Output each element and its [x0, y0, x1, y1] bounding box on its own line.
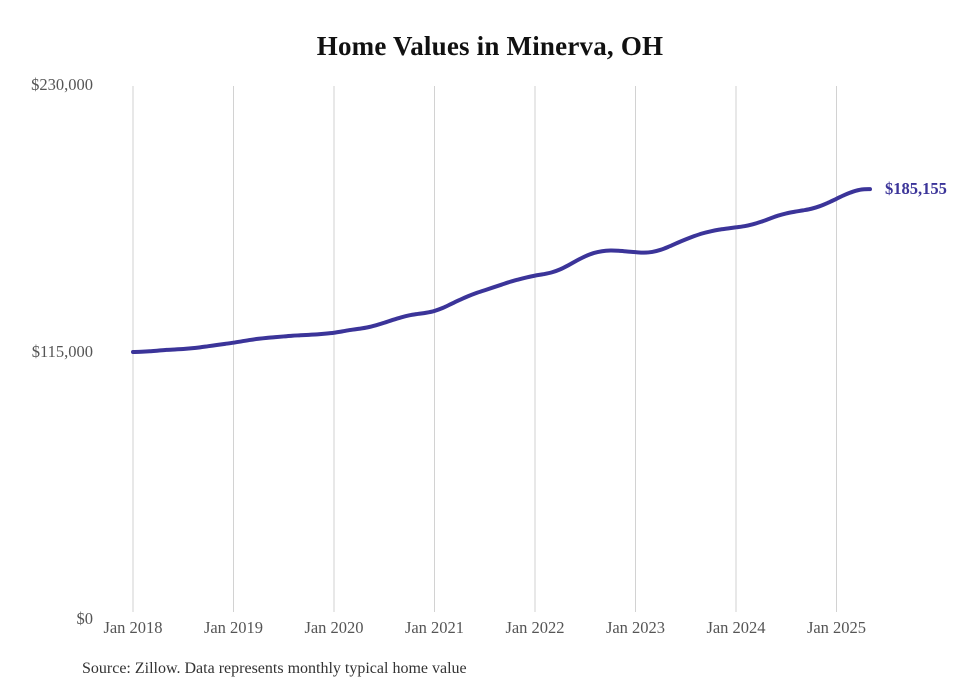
x-axis-tick-jan-2021: Jan 2021	[404, 618, 465, 637]
y-axis-tick-top: $230,000	[31, 75, 93, 94]
x-axis-tick-jan-2024: Jan 2024	[706, 618, 766, 637]
x-axis-tick-jan-2022: Jan 2022	[505, 618, 565, 637]
y-axis-tick-zero: $0	[76, 609, 94, 628]
vertical-gridlines	[132, 86, 837, 612]
x-axis-tick-jan-2023: Jan 2023	[605, 618, 666, 637]
x-axis-tick-jan-2018: Jan 2018	[103, 618, 163, 637]
endpoint-value-label: $185,155	[885, 179, 947, 199]
home-value-line	[131, 187, 872, 354]
chart-title: Home Values in Minerva, OH	[316, 31, 664, 61]
x-axis-tick-jan-2020: Jan 2020	[304, 618, 364, 637]
x-axis-tick-labels: Jan 2018 Jan 2019 Jan 2020 Jan 2021 Jan 2022…	[0, 618, 980, 642]
source-note: Source: Zillow. Data represents monthly …	[82, 660, 467, 677]
x-axis-tick-jan-2025: Jan 2025	[806, 618, 867, 637]
y-axis-tick-mid: $115,000	[31, 342, 93, 361]
x-axis-tick-jan-2019: Jan 2019	[203, 618, 264, 637]
